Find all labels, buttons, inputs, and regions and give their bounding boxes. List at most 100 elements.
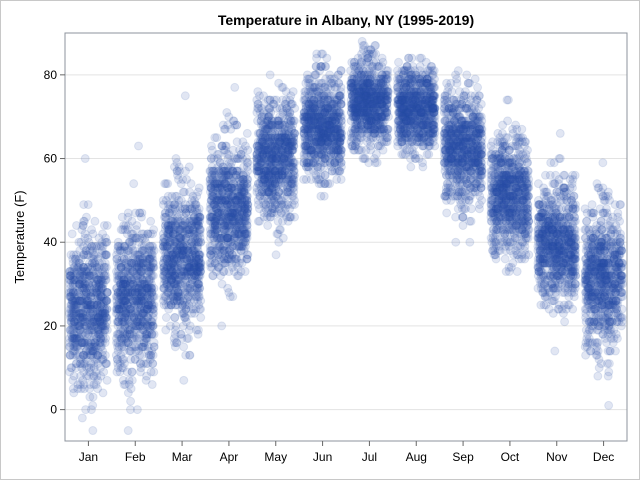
data-point-jan: [84, 258, 94, 268]
data-point-jan: [98, 321, 108, 331]
data-point-jan: [97, 313, 107, 323]
data-point-jan: [69, 279, 79, 289]
data-point-jan: [74, 258, 84, 268]
data-point-mar: [177, 250, 187, 260]
y-axis-label: Temperature (F): [12, 190, 27, 283]
data-point-jan: [77, 308, 87, 318]
data-point-mar: [192, 208, 202, 218]
data-point-feb: [121, 333, 131, 343]
data-point-feb: [112, 333, 122, 343]
data-point-jul: [383, 66, 393, 76]
data-point-feb: [127, 367, 137, 377]
data-point-jan: [81, 246, 91, 256]
data-point-jan: [88, 279, 98, 289]
data-point-jan: [76, 254, 86, 264]
data-point-jan: [100, 258, 110, 268]
data-point-feb: [139, 246, 149, 256]
data-point-jan: [71, 350, 81, 360]
data-point-jan: [99, 308, 109, 318]
data-point-jan: [92, 300, 102, 310]
data-point-jan: [82, 300, 92, 310]
data-point-jan: [100, 350, 110, 360]
data-point-jan: [90, 283, 100, 293]
data-point-jun: [315, 120, 325, 130]
data-point-jun: [304, 124, 314, 134]
data-point-jan: [65, 283, 75, 293]
data-point-jan: [95, 241, 105, 251]
data-point-jan: [65, 325, 75, 335]
data-point-feb: [146, 216, 156, 226]
data-point-jan: [82, 350, 92, 360]
data-point-jan: [102, 317, 112, 327]
data-point-jan: [65, 275, 75, 285]
data-point-jan: [80, 279, 90, 289]
data-point-jan: [66, 250, 76, 260]
data-point-jan: [74, 325, 84, 335]
data-point-jan: [82, 296, 92, 306]
data-point-jan: [96, 275, 106, 285]
data-point-mar: [170, 342, 180, 352]
data-point-mar: [161, 313, 171, 323]
data-point-feb: [134, 141, 144, 151]
data-point-jan: [65, 350, 75, 360]
data-point-jan: [96, 354, 106, 364]
data-point-mar: [189, 216, 199, 226]
data-point-jan: [100, 308, 110, 318]
data-point-jan: [102, 287, 112, 297]
data-point-apr: [233, 262, 243, 272]
data-point-jun: [316, 137, 326, 147]
data-point-jan: [74, 321, 84, 331]
data-point-jan: [96, 283, 106, 293]
data-point-jan: [79, 279, 89, 289]
data-point-jan: [78, 300, 88, 310]
data-point-jan: [74, 258, 84, 268]
data-point-apr: [218, 120, 228, 130]
data-point-apr: [206, 154, 216, 164]
data-point-jan: [76, 329, 86, 339]
data-point-feb: [135, 304, 145, 314]
data-point-jan: [65, 292, 75, 302]
data-point-jan: [74, 308, 84, 318]
data-point-mar: [171, 275, 181, 285]
data-point-jan: [78, 350, 88, 360]
data-point-jun: [327, 137, 337, 147]
data-point-jul: [378, 57, 388, 67]
data-point-apr: [230, 233, 240, 243]
chart-title: Temperature in Albany, NY (1995-2019): [218, 12, 474, 28]
data-point-jan: [102, 304, 112, 314]
data-point-jan: [81, 346, 91, 356]
data-point-mar: [164, 304, 174, 314]
data-point-apr: [240, 267, 250, 277]
data-point-jan: [81, 405, 91, 415]
data-point-jan: [71, 304, 81, 314]
data-point-jan: [92, 300, 102, 310]
data-point-feb: [132, 325, 142, 335]
data-point-jan: [68, 275, 78, 285]
data-point-may: [253, 99, 263, 109]
data-point-jan: [83, 200, 93, 210]
data-point-jan: [95, 271, 105, 281]
data-point-jul: [365, 78, 375, 88]
data-point-jan: [85, 321, 95, 331]
data-point-jan: [77, 317, 87, 327]
data-point-apr: [236, 241, 246, 251]
data-point-jan: [70, 317, 80, 327]
data-point-jul: [362, 49, 372, 59]
data-point-jan: [70, 333, 80, 343]
data-point-jan: [68, 338, 78, 348]
data-point-jan: [85, 317, 95, 327]
data-point-jan: [98, 350, 108, 360]
data-point-jan: [77, 413, 87, 423]
data-point-jan: [85, 384, 95, 394]
data-point-may: [265, 149, 275, 159]
data-point-jun: [304, 158, 314, 168]
data-point-jan: [90, 262, 100, 272]
data-point-jan: [85, 367, 95, 377]
data-point-jan: [83, 233, 93, 243]
data-point-may: [275, 225, 285, 235]
data-point-jan: [101, 233, 111, 243]
data-point-jan: [74, 308, 84, 318]
data-point-jul: [356, 133, 366, 143]
data-point-jan: [74, 333, 84, 343]
data-point-jan: [74, 237, 84, 247]
